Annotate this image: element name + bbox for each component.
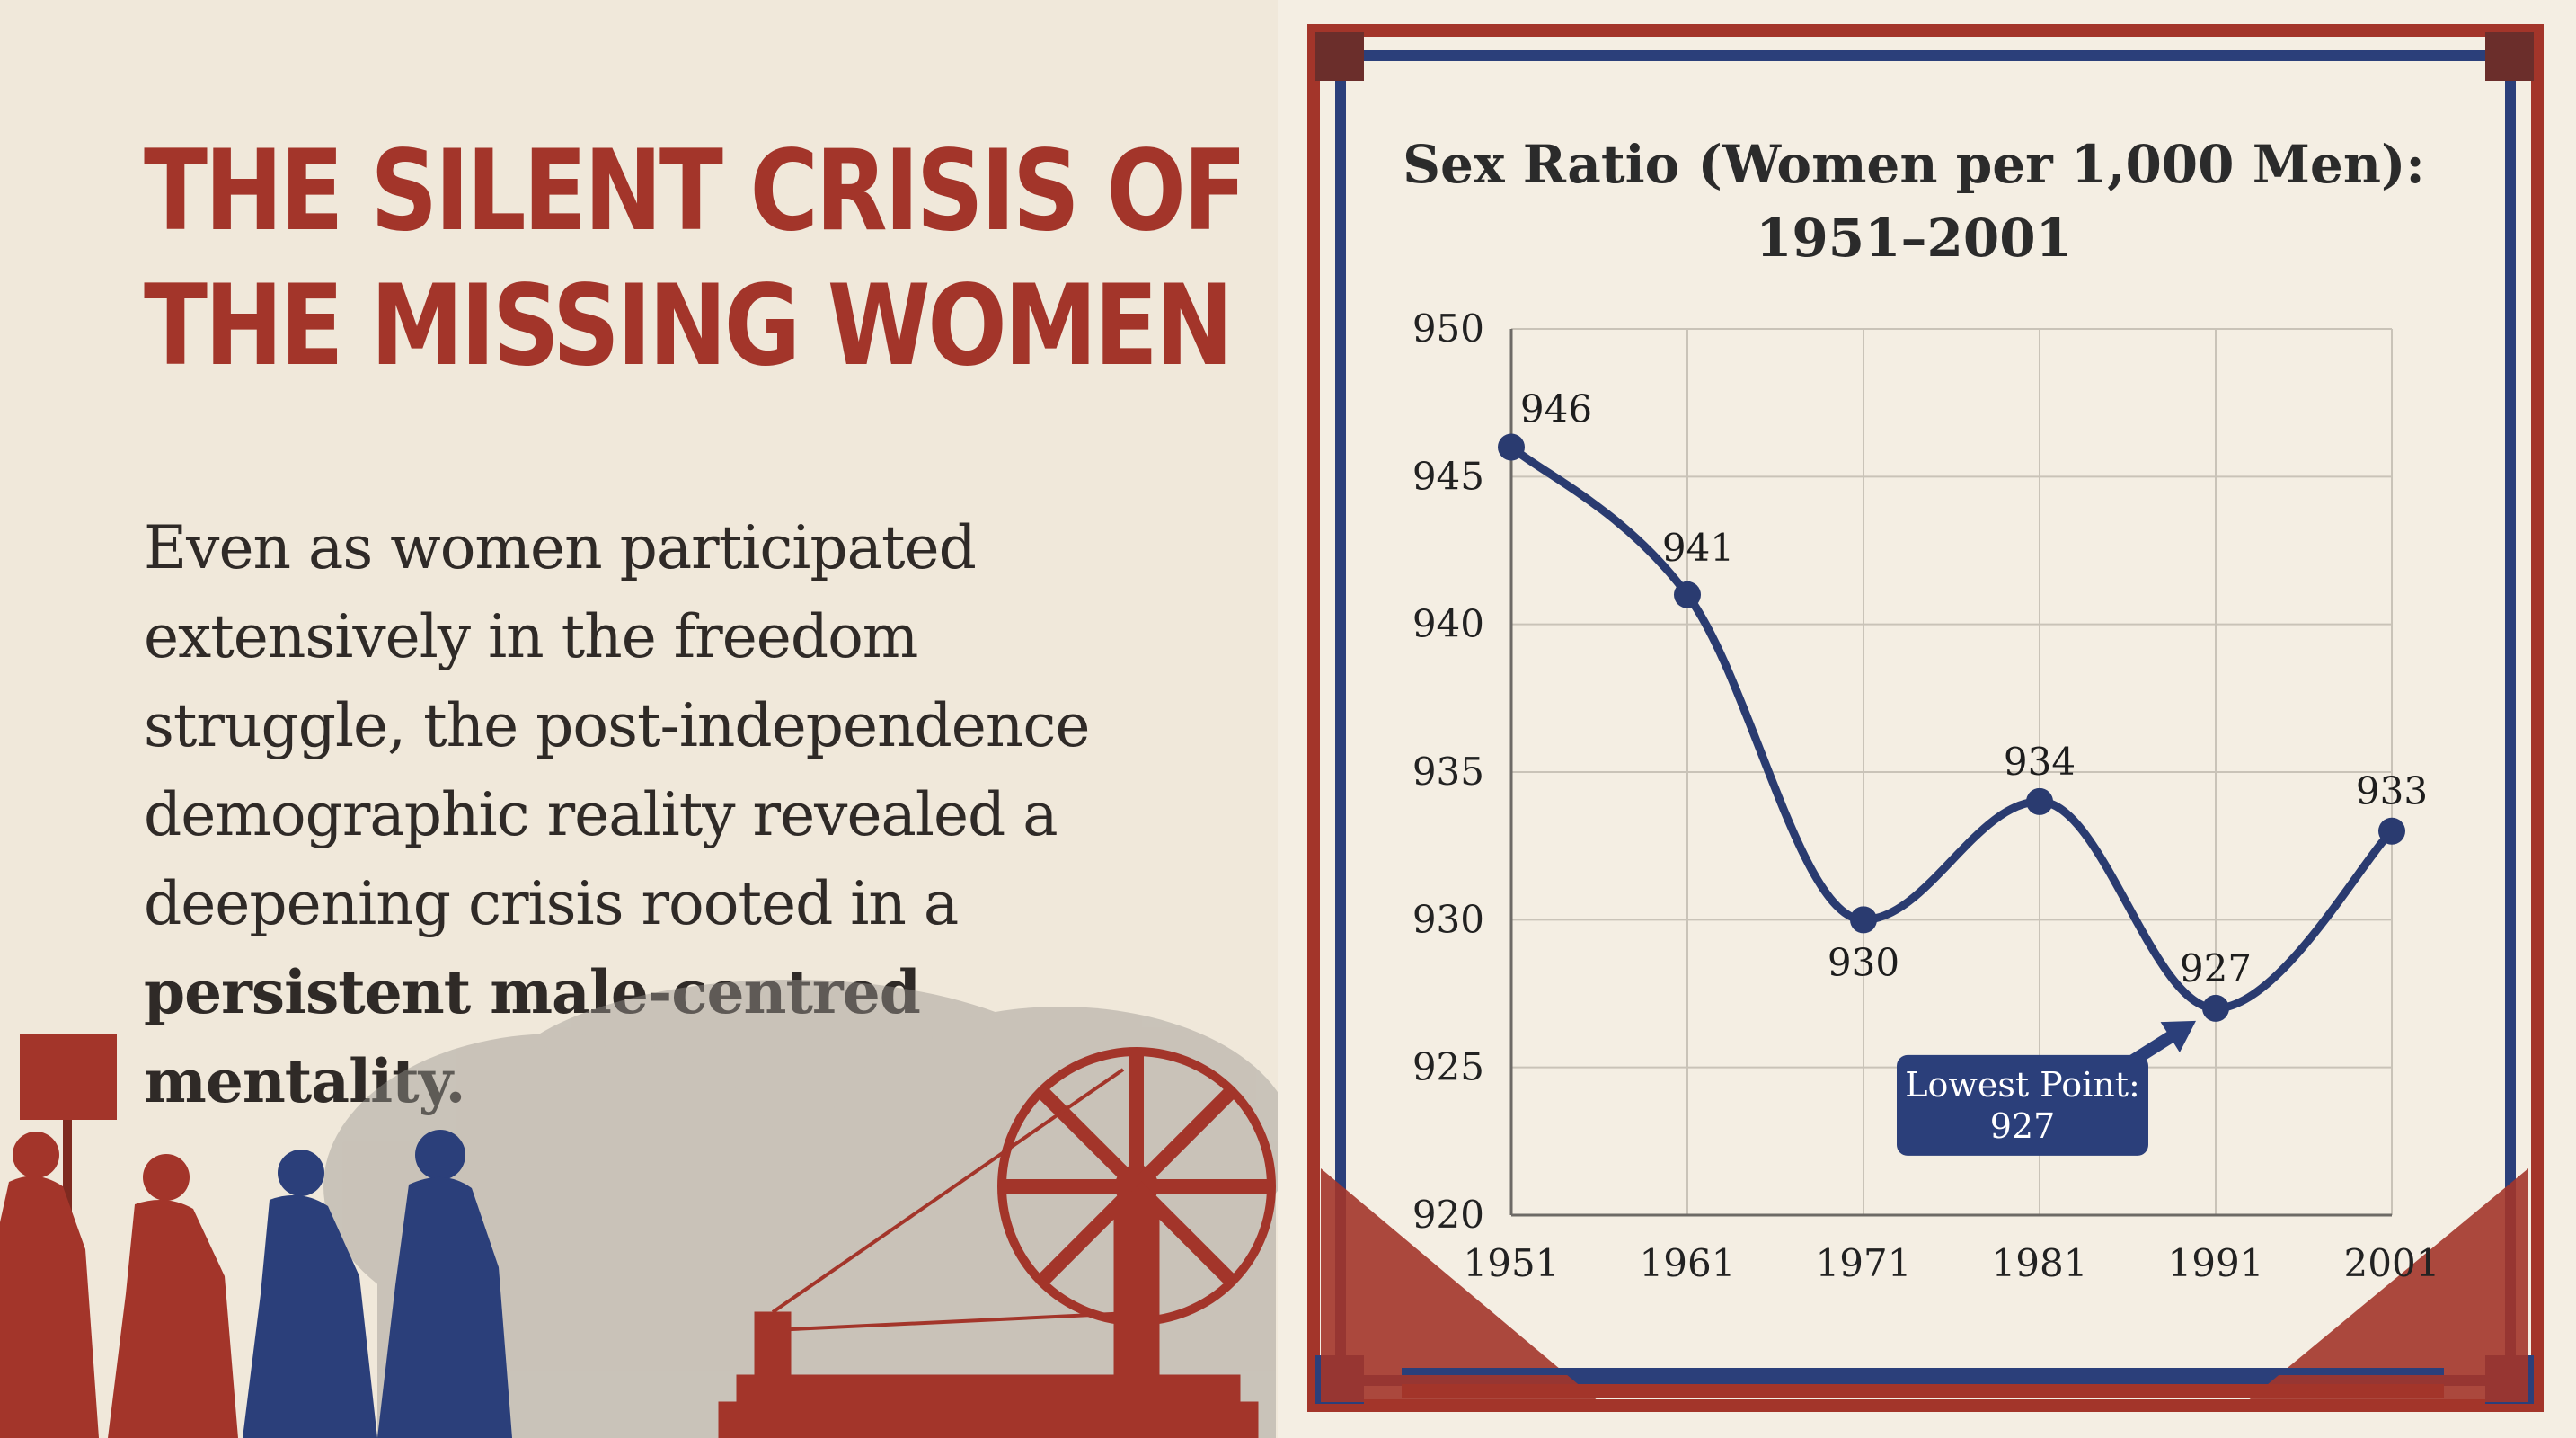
data-labels: 946 941 930 934 927 933 bbox=[1520, 386, 2428, 990]
x-tick-label: 2001 bbox=[2344, 1241, 2440, 1285]
chart-title-line-1: Sex Ratio (Women per 1,000 Men): bbox=[1403, 134, 2425, 195]
body-paragraph: Even as women participated extensively i… bbox=[144, 503, 1186, 1126]
data-point-1961 bbox=[1674, 581, 1701, 608]
data-point-1991 bbox=[2202, 994, 2229, 1022]
charkha-spinning-wheel-icon bbox=[718, 1047, 1276, 1438]
data-label-1951: 946 bbox=[1520, 386, 1592, 431]
sex-ratio-series bbox=[1498, 433, 2405, 1022]
body-line-5: deepening crisis rooted in a bbox=[144, 869, 959, 938]
data-label-2001: 933 bbox=[2356, 769, 2428, 813]
data-point-2001 bbox=[2378, 817, 2405, 845]
body-line-6-emphasis: persistent male-centred bbox=[144, 957, 921, 1027]
data-point-1951 bbox=[1498, 433, 1525, 461]
y-axis-ticks: 950 945 940 935 930 925 920 bbox=[1412, 306, 1484, 1237]
data-label-1981: 934 bbox=[2004, 740, 2076, 784]
marching-women-figures bbox=[0, 1130, 512, 1438]
freedom-struggle-illustration bbox=[0, 980, 1278, 1438]
left-panel: THE SILENT CRISIS OF THE MISSING WOMEN E… bbox=[0, 0, 1278, 1438]
data-point-1981 bbox=[2026, 787, 2053, 815]
data-label-1991: 927 bbox=[2180, 946, 2252, 990]
x-tick-label: 1971 bbox=[1816, 1241, 1912, 1285]
callout-box bbox=[1897, 1054, 2148, 1156]
y-tick-label: 930 bbox=[1412, 897, 1484, 941]
y-tick-label: 920 bbox=[1412, 1193, 1484, 1237]
x-axis-ticks: 1951 1961 1971 1981 1991 2001 bbox=[1464, 1241, 2440, 1285]
callout-line-1: Lowest Point: bbox=[1905, 1065, 2140, 1105]
x-tick-label: 1961 bbox=[1640, 1241, 1736, 1285]
y-tick-label: 940 bbox=[1412, 602, 1484, 646]
data-label-1971: 930 bbox=[1828, 940, 1899, 984]
body-line-3: struggle, the post-independence bbox=[144, 691, 1090, 760]
y-tick-label: 935 bbox=[1412, 750, 1484, 794]
x-tick-label: 1951 bbox=[1464, 1241, 1560, 1285]
data-point-1971 bbox=[1850, 906, 1877, 934]
right-panel bbox=[1278, 0, 2576, 1438]
decorative-border bbox=[1307, 24, 2544, 1412]
callout-arrow-icon bbox=[2127, 1020, 2196, 1068]
body-line-4: demographic reality revealed a bbox=[144, 780, 1058, 849]
data-label-1961: 941 bbox=[1662, 526, 1734, 570]
series-line bbox=[1507, 442, 2396, 1013]
x-tick-label: 1981 bbox=[1992, 1241, 2088, 1285]
callout-line-2: 927 bbox=[1990, 1106, 2056, 1146]
y-tick-label: 950 bbox=[1412, 306, 1484, 351]
body-line-2: extensively in the freedom bbox=[144, 602, 918, 671]
x-tick-label: 1991 bbox=[2168, 1241, 2264, 1285]
lowest-point-callout: Lowest Point: 927 bbox=[1897, 1020, 2196, 1156]
chart-axes bbox=[1509, 329, 2392, 1217]
body-line-7-emphasis: mentality. bbox=[144, 1046, 465, 1116]
placard-icon bbox=[20, 1034, 117, 1255]
chart-title: Sex Ratio (Women per 1,000 Men): 1951–20… bbox=[1403, 134, 2425, 269]
headline: THE SILENT CRISIS OF THE MISSING WOMEN bbox=[144, 124, 1247, 394]
chart-title-line-2: 1951–2001 bbox=[1756, 208, 2072, 269]
body-line-1: Even as women participated bbox=[144, 513, 977, 582]
y-tick-label: 925 bbox=[1412, 1045, 1484, 1089]
y-tick-label: 945 bbox=[1412, 454, 1484, 498]
